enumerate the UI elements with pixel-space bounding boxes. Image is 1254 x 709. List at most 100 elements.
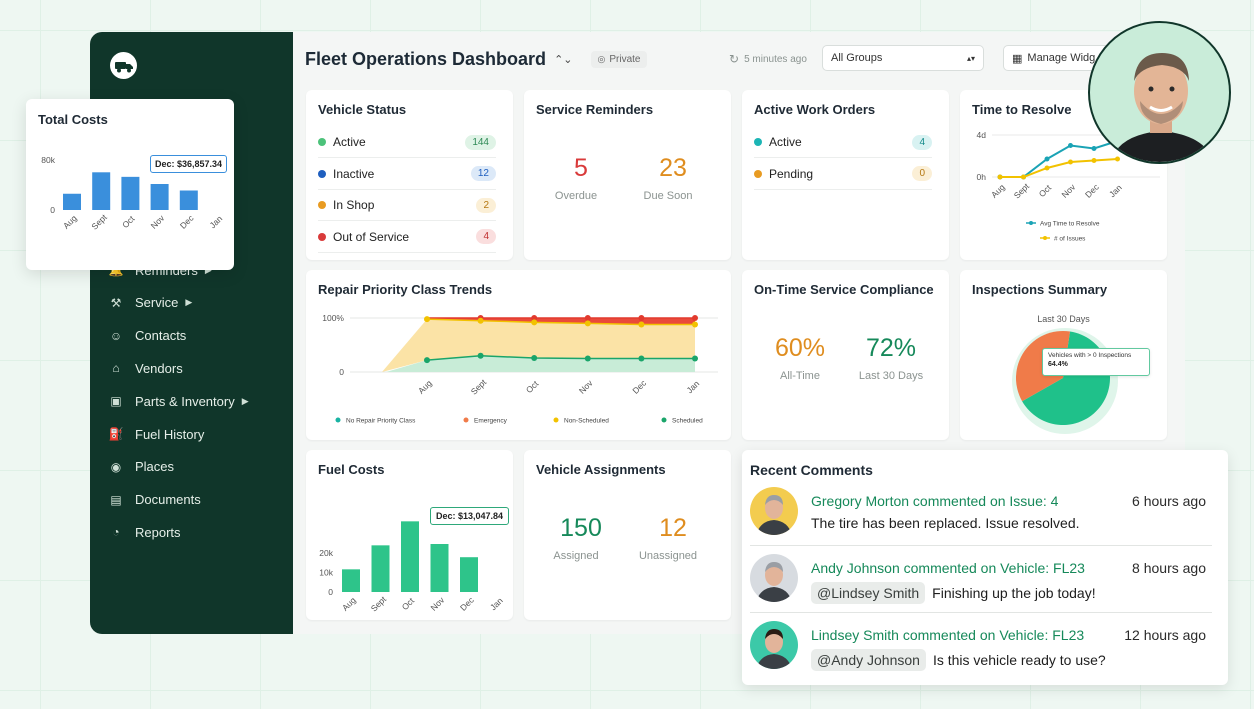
scheduled-point[interactable]: [477, 352, 484, 359]
legend-marker: [553, 417, 559, 423]
non-scheduled-point[interactable]: [584, 320, 591, 327]
bar-dec[interactable]: [179, 190, 198, 211]
inspections-card: Inspections Summary Last 30 Days Vehicle…: [960, 270, 1167, 440]
sidebar-item-places[interactable]: ◉ Places: [107, 455, 174, 479]
data-point[interactable]: [1068, 159, 1073, 165]
sidebar-item-label: Reports: [135, 524, 181, 540]
x-tick-label: Sept: [469, 377, 489, 397]
data-point[interactable]: [997, 174, 1003, 180]
bar-aug[interactable]: [342, 569, 360, 592]
bar-nov[interactable]: [430, 544, 449, 592]
emergency-point[interactable]: [638, 315, 645, 321]
non-scheduled-point[interactable]: [531, 319, 538, 326]
data-point[interactable]: [1091, 146, 1097, 151]
private-badge[interactable]: ◎ Private: [590, 50, 648, 68]
comment-body: @Lindsey Smith Finishing up the job today…: [811, 582, 1096, 604]
comment-author[interactable]: Gregory Morton commented on Issue: 4: [811, 493, 1059, 509]
sidebar-item-service[interactable]: ⚒ Service ▶: [107, 291, 193, 315]
status-label: Pending: [769, 166, 814, 181]
inspections-tooltip-value: 64.4%: [1048, 361, 1068, 368]
overdue-count[interactable]: 5: [574, 154, 588, 182]
mention-tag[interactable]: @Andy Johnson: [811, 649, 926, 671]
scheduled-point[interactable]: [692, 355, 698, 362]
non-scheduled-point[interactable]: [692, 321, 698, 328]
all-time-percent[interactable]: 60%: [774, 334, 826, 362]
sidebar-item-parts-inventory[interactable]: ▣ Parts & Inventory ▶: [107, 389, 248, 413]
sidebar-item-contacts[interactable]: ☺ Contacts: [107, 324, 186, 348]
bar-oct[interactable]: [121, 176, 140, 210]
pie-icon: ◔: [112, 525, 120, 540]
bar-nov[interactable]: [150, 184, 169, 210]
bar-sept[interactable]: [92, 172, 111, 210]
scheduled-point[interactable]: [531, 354, 538, 361]
assigned-count[interactable]: 150: [560, 514, 602, 542]
data-point[interactable]: [1068, 143, 1073, 148]
sidebar-item-vendors[interactable]: ⌂ Vendors: [107, 356, 182, 380]
x-tick-label: Dec: [630, 377, 648, 395]
data-point[interactable]: [1044, 156, 1050, 162]
bar-aug[interactable]: [63, 193, 81, 210]
status-dot-icon: [318, 201, 326, 209]
emergency-point[interactable]: [584, 315, 591, 321]
non-scheduled-point[interactable]: [638, 321, 645, 328]
comment-item[interactable]: Andy Johnson commented on Vehicle: FL23 8…: [750, 554, 1212, 609]
sidebar-item-label: Places: [135, 459, 175, 475]
eye-off-icon: ◎: [597, 53, 606, 64]
due-soon-count[interactable]: 23: [659, 154, 687, 182]
commenter-avatar: [750, 621, 798, 669]
emergency-point[interactable]: [531, 315, 538, 321]
mention-tag[interactable]: @Lindsey Smith: [811, 582, 926, 604]
y-tick-label: 0h: [977, 172, 987, 182]
data-point[interactable]: [1091, 158, 1097, 163]
x-tick-label: Nov: [149, 212, 167, 230]
status-row[interactable]: Inactive 12: [318, 159, 496, 190]
total-costs-tooltip: Dec: $36,857.34: [150, 155, 228, 173]
recent-comments-title: Recent Comments: [750, 462, 873, 478]
sidebar-item-label: Service: [135, 295, 179, 311]
user-avatar: [1088, 21, 1231, 164]
service-reminders-card: Service Reminders 5 Overdue 23 Due Soon: [524, 90, 731, 260]
comment-author[interactable]: Andy Johnson commented on Vehicle: FL23: [811, 560, 1085, 576]
data-point[interactable]: [1021, 174, 1026, 180]
data-point[interactable]: [1044, 165, 1050, 171]
x-tick-label: Sept: [369, 594, 389, 614]
comment-divider: [750, 612, 1212, 613]
scheduled-point[interactable]: [638, 355, 645, 362]
bar-dec[interactable]: [460, 557, 478, 592]
x-tick-label: Jan: [488, 595, 505, 612]
sidebar-item-documents[interactable]: ▤ Documents: [107, 488, 200, 512]
emergency-point[interactable]: [692, 315, 698, 321]
non-scheduled-point[interactable]: [477, 317, 484, 324]
sidebar-item-fuel-history[interactable]: ⛽ Fuel History: [107, 422, 205, 446]
chevron-right-icon: ▶: [185, 297, 193, 308]
scheduled-point[interactable]: [584, 355, 591, 362]
comment-text: Is this vehicle ready to use?: [932, 652, 1106, 668]
manage-widgets-button[interactable]: ▦ Manage Widg: [1003, 45, 1113, 71]
logo[interactable]: [110, 52, 137, 79]
comment-item[interactable]: Lindsey Smith commented on Vehicle: FL23…: [750, 621, 1212, 676]
status-row[interactable]: Out of Service 4: [318, 222, 496, 253]
last30-percent[interactable]: 72%: [865, 334, 917, 362]
fuel-costs-card: Fuel Costs 20k 10k 0 Aug Sept Oct Nov Dec Jan De…: [306, 450, 513, 620]
status-row[interactable]: Active 144: [318, 127, 496, 158]
status-row[interactable]: Pending 0: [754, 159, 932, 190]
x-tick-label: Aug: [340, 595, 358, 613]
scheduled-point[interactable]: [424, 357, 430, 364]
title-chevron-icon[interactable]: ⌃⌄: [554, 53, 573, 66]
comment-author[interactable]: Lindsey Smith commented on Vehicle: FL23: [811, 627, 1085, 643]
last30-label: Last 30 Days: [858, 370, 924, 382]
unassigned-count[interactable]: 12: [659, 514, 687, 542]
widgets-icon: ▦: [1012, 52, 1023, 65]
bar-oct[interactable]: [401, 521, 419, 592]
data-point[interactable]: [1115, 156, 1120, 162]
groups-select[interactable]: All Groups ▴▾: [822, 45, 984, 71]
comment-item[interactable]: Gregory Morton commented on Issue: 4 6 ho…: [750, 487, 1212, 542]
refresh-indicator[interactable]: ↻ 5 minutes ago: [729, 52, 807, 66]
status-row[interactable]: In Shop 2: [318, 190, 496, 221]
non-scheduled-point[interactable]: [424, 316, 430, 323]
status-dot-icon: [318, 169, 326, 178]
x-tick-label: Sept: [1012, 181, 1032, 201]
bar-sept[interactable]: [371, 545, 390, 592]
sidebar-item-reports[interactable]: ◔ Reports: [107, 520, 181, 544]
status-row[interactable]: Active 4: [754, 127, 932, 158]
